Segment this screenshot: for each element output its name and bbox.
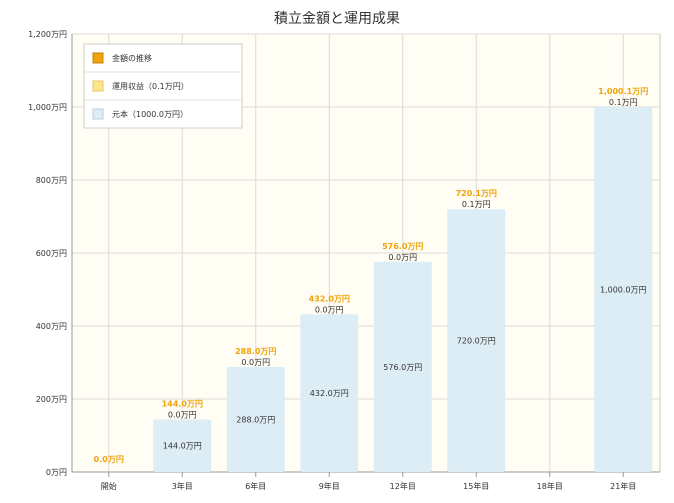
bar-principal — [153, 419, 212, 472]
y-tick-label: 800万円 — [36, 176, 67, 185]
bar-principal-label: 576.0万円 — [383, 363, 422, 372]
bar-principal — [300, 314, 359, 472]
bar-profit-label: 0.0万円 — [168, 410, 197, 419]
x-tick-label: 15年目 — [463, 481, 489, 491]
x-tick-label: 6年目 — [245, 481, 266, 491]
y-tick-label: 1,000万円 — [28, 103, 67, 112]
y-tick-label: 400万円 — [36, 322, 67, 331]
bar-total-label: 288.0万円 — [235, 347, 276, 356]
x-tick-label: 12年目 — [390, 481, 416, 491]
legend-swatch — [92, 108, 104, 120]
legend-box — [83, 43, 243, 129]
legend-swatch — [92, 80, 104, 92]
bar-profit-label: 0.0万円 — [388, 253, 417, 262]
bar-principal-label: 288.0万円 — [236, 415, 275, 424]
bar-principal — [226, 366, 285, 472]
bar-principal-label: 1,000.0万円 — [600, 286, 647, 295]
bar-principal — [447, 209, 506, 472]
x-tick-label: 9年目 — [319, 481, 340, 491]
legend-label: 元本（1000.0万円） — [112, 109, 188, 119]
bar-total-label: 720.1万円 — [456, 189, 497, 198]
y-tick-label: 600万円 — [36, 249, 67, 258]
y-tick-label: 200万円 — [36, 395, 67, 404]
bar-principal-label: 144.0万円 — [163, 442, 202, 451]
bar-total-label: 0.0万円 — [94, 455, 124, 464]
bar-principal — [373, 261, 432, 472]
bar-profit-label: 0.1万円 — [609, 98, 638, 107]
x-tick-label: 18年目 — [537, 481, 563, 491]
bar-principal — [594, 107, 653, 472]
x-tick-label: 開始 — [101, 481, 117, 491]
bar-profit-label: 0.1万円 — [462, 200, 491, 209]
bar-principal-label: 432.0万円 — [310, 389, 349, 398]
bar-total-label: 576.0万円 — [382, 242, 423, 251]
bar-total-label: 1,000.1万円 — [598, 87, 648, 96]
legend-label: 金額の推移 — [112, 53, 152, 63]
legend-label: 運用収益（0.1万円） — [112, 81, 189, 91]
bar-profit-label: 0.0万円 — [241, 358, 270, 367]
bar-principal-label: 720.0万円 — [457, 337, 496, 346]
x-tick-label: 3年目 — [172, 481, 193, 491]
x-tick-label: 21年目 — [610, 481, 636, 491]
bar-total-label: 144.0万円 — [162, 399, 203, 408]
y-tick-label: 0万円 — [46, 468, 67, 477]
chart-title: 積立金額と運用成果 — [274, 11, 400, 27]
bar-profit-label: 0.0万円 — [315, 305, 344, 314]
y-tick-label: 1,200万円 — [28, 30, 67, 39]
legend-swatch — [92, 52, 104, 64]
bar-total-label: 432.0万円 — [309, 294, 350, 303]
